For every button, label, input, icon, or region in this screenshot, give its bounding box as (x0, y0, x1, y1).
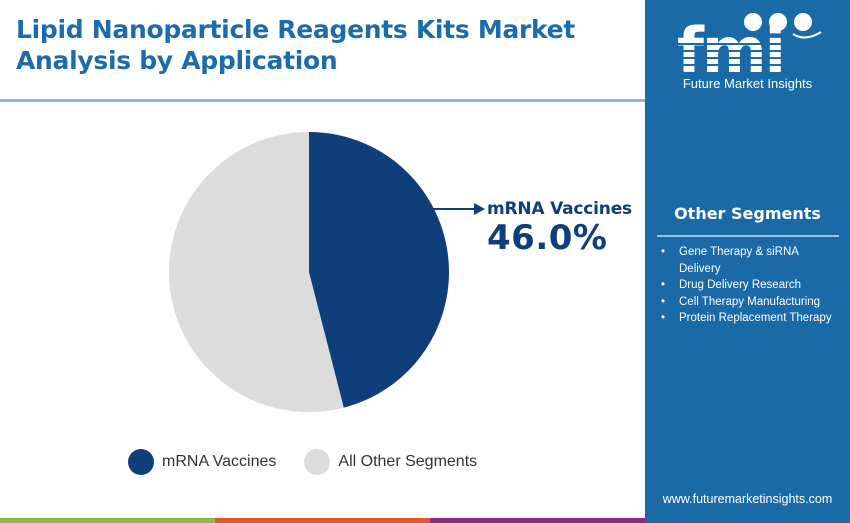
website-url: www.futuremarketinsights.com (662, 492, 833, 506)
legend-item-other-segments: All Other Segments (304, 449, 477, 475)
other-segments-title: Other Segments (674, 204, 821, 223)
title-divider (0, 99, 645, 102)
logo-caption: Future Market Insights (682, 76, 813, 91)
legend-label: mRNA Vaccines (162, 453, 277, 470)
svg-text:fmi: fmi (677, 14, 784, 78)
legend-swatch-icon (128, 449, 154, 475)
list-item: Protein Replacement Therapy (657, 310, 842, 327)
list-item: Gene Therapy & siRNA Delivery (657, 244, 842, 277)
legend-label: All Other Segments (338, 453, 478, 470)
other-segments-list: Gene Therapy & siRNA Delivery Drug Deliv… (657, 244, 842, 327)
footer-bar-orange (215, 518, 430, 523)
fmi-logo-icon: fmi (675, 13, 825, 78)
list-item: Cell Therapy Manufacturing (657, 294, 842, 311)
chart-legend: mRNA Vaccines All Other Segments (128, 449, 505, 475)
footer-bar-purple (430, 518, 645, 523)
legend-item-mrna-vaccines: mRNA Vaccines (128, 449, 276, 475)
callout-label: mRNA Vaccines (487, 199, 632, 219)
pie-slice-mrna-vaccines (309, 132, 449, 408)
chart-title: Lipid Nanoparticle Reagents Kits Market … (16, 15, 575, 75)
legend-swatch-icon (304, 449, 331, 475)
callout-arrow-head (474, 203, 485, 215)
callout-value: 46.0% (487, 218, 608, 258)
pie-chart (169, 132, 485, 412)
other-segments-divider (657, 235, 839, 237)
sidebar-panel: fmi Future Market Insights Other Segment… (645, 0, 850, 523)
footer-bar-green (0, 518, 215, 523)
list-item: Drug Delivery Research (657, 277, 842, 294)
